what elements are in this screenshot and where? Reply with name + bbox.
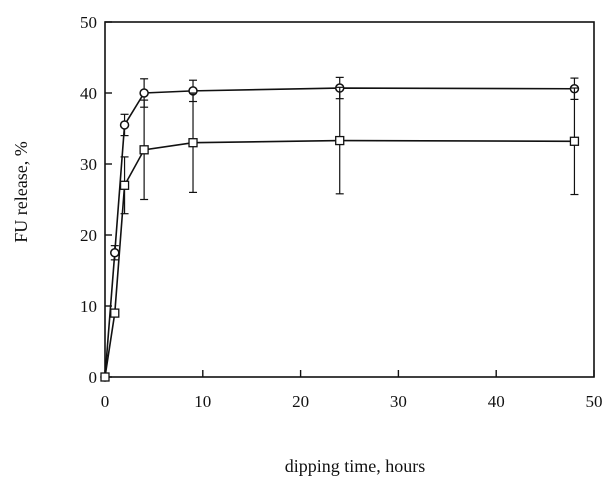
- x-tick-label: 30: [390, 392, 407, 411]
- x-tick-label: 40: [488, 392, 505, 411]
- series-2: [100, 86, 580, 382]
- x-tick-label: 0: [101, 392, 110, 411]
- data-point: [110, 248, 120, 258]
- y-tick-label: 20: [80, 226, 97, 245]
- data-point: [188, 138, 198, 148]
- y-tick-label: 0: [89, 368, 98, 387]
- y-tick-label: 40: [80, 84, 97, 103]
- data-point: [110, 308, 120, 318]
- data-point: [100, 372, 110, 382]
- y-axis-title: FU release, %: [11, 141, 31, 242]
- y-axis: 0 10 20 30 40 50: [80, 13, 112, 387]
- y-tick-label: 10: [80, 297, 97, 316]
- y-tick-label: 50: [80, 13, 97, 32]
- x-tick-label: 20: [292, 392, 309, 411]
- data-point: [569, 136, 580, 146]
- plot-frame: [104, 21, 595, 378]
- data-point: [139, 88, 149, 98]
- series-layer: [100, 76, 580, 382]
- x-tick-label: 10: [194, 392, 211, 411]
- data-point: [335, 135, 345, 146]
- plot-border: [104, 21, 595, 378]
- x-axis: 0 10 20 30 40 50: [101, 370, 603, 411]
- data-point: [119, 120, 130, 130]
- data-point: [139, 145, 149, 155]
- x-axis-title: dipping time, hours: [285, 456, 426, 476]
- y-tick-label: 30: [80, 155, 97, 174]
- data-point: [119, 180, 130, 190]
- x-tick-label: 50: [586, 392, 603, 411]
